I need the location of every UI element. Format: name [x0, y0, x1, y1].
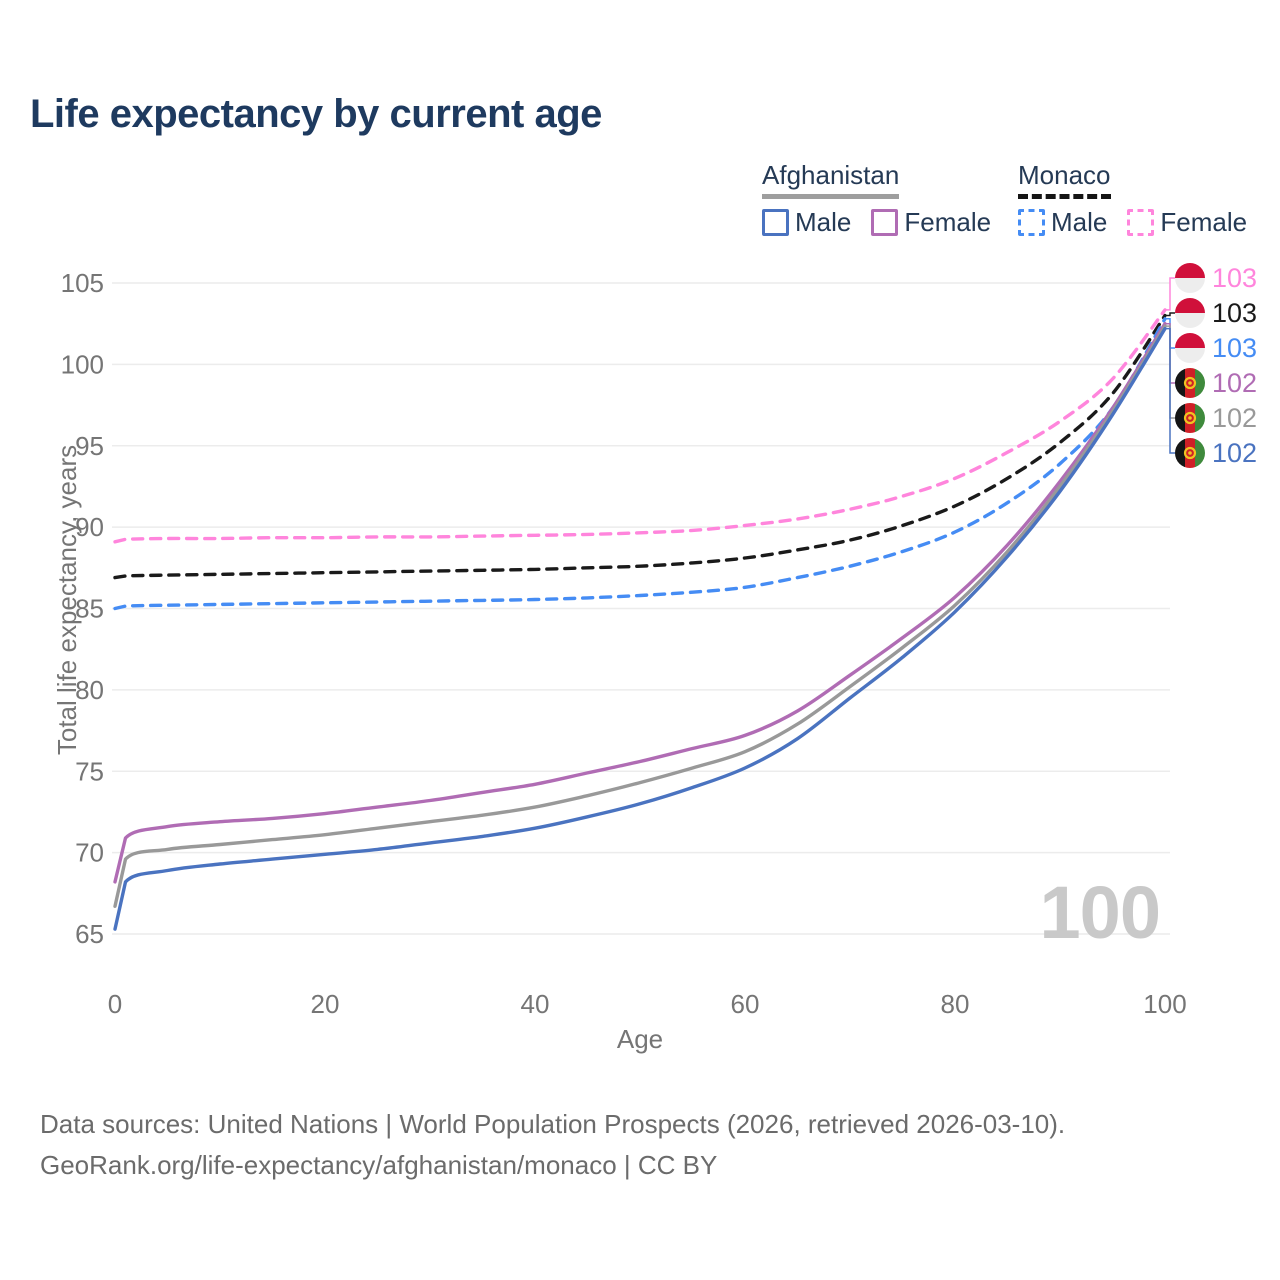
legend-monaco: Monaco Male Female: [1018, 160, 1267, 238]
legend-item-afghanistan-male[interactable]: Male: [762, 207, 851, 238]
y-tick-label-100: 100: [61, 349, 104, 379]
afghanistan-male-swatch-icon: [762, 209, 789, 236]
y-tick-label-75: 75: [75, 756, 104, 786]
end-label-connector-monaco-female: [1165, 277, 1175, 311]
monaco-flag-icon: [1175, 333, 1205, 363]
legend-afghanistan-heading: Afghanistan: [762, 160, 900, 199]
x-tick-label-40: 40: [521, 989, 550, 1019]
monaco-flag-icon: [1175, 298, 1205, 328]
footer-attribution: GeoRank.org/life-expectancy/afghanistan/…: [40, 1150, 718, 1180]
y-tick-label-70: 70: [75, 838, 104, 868]
afghanistan-flag-icon: [1175, 403, 1205, 433]
afghanistan-flag-icon: [1175, 438, 1205, 468]
x-tick-label-80: 80: [941, 989, 970, 1019]
legend-monaco-heading: Monaco: [1018, 160, 1111, 199]
end-value-label-monaco-male: 103: [1212, 333, 1257, 363]
monaco-male-swatch-icon: [1018, 209, 1045, 236]
end-value-label-monaco-total: 103: [1212, 298, 1257, 328]
series-line-afghanistan-total: [113, 324, 1167, 908]
legend-item-monaco-male[interactable]: Male: [1018, 207, 1107, 238]
series-line-afghanistan-female: [113, 322, 1167, 884]
page-title: Life expectancy by current age: [30, 92, 602, 136]
end-label-connector-afghanistan-male: [1165, 327, 1175, 454]
end-value-label-afghanistan-female: 102: [1212, 368, 1257, 398]
x-tick-label-100: 100: [1143, 989, 1186, 1019]
legend-afghanistan: Afghanistan Male Female: [762, 160, 1011, 238]
legend-item-monaco-female[interactable]: Female: [1127, 207, 1247, 238]
monaco-flag-icon: [1175, 263, 1205, 293]
series-line-monaco-female: [113, 308, 1167, 544]
afghanistan-female-swatch-icon: [871, 209, 899, 236]
age-watermark: 100: [1039, 871, 1161, 954]
y-tick-label-95: 95: [75, 431, 104, 461]
end-value-label-monaco-female: 103: [1212, 263, 1257, 293]
series-line-monaco-total: [113, 313, 1167, 580]
legend-label-monaco-male: Male: [1051, 207, 1108, 237]
footer-data-sources: Data sources: United Nations | World Pop…: [40, 1109, 1066, 1139]
end-label-connector-monaco-total: [1165, 312, 1175, 317]
y-tick-label-90: 90: [75, 512, 104, 542]
end-value-label-afghanistan-total: 102: [1212, 403, 1257, 433]
legend-label-monaco-female: Female: [1160, 207, 1248, 237]
legend-monaco-row: Male Female: [1018, 207, 1267, 238]
legend-label-afghanistan-male: Male: [795, 207, 852, 237]
y-tick-label-65: 65: [75, 919, 104, 949]
legend-item-afghanistan-female[interactable]: Female: [871, 207, 991, 238]
x-axis-title: Age: [616, 1024, 664, 1054]
y-tick-label-105: 105: [61, 268, 104, 298]
end-value-label-afghanistan-male: 102: [1212, 438, 1257, 468]
x-tick-label-60: 60: [731, 989, 760, 1019]
y-tick-label-85: 85: [75, 594, 104, 624]
y-axis-title: Total life expectancy, years: [52, 444, 82, 756]
series-line-monaco-male: [113, 317, 1167, 611]
x-tick-label-0: 0: [108, 989, 122, 1019]
afghanistan-flag-icon: [1175, 368, 1205, 398]
legend-afghanistan-row: Male Female: [762, 207, 1011, 238]
x-tick-label-20: 20: [311, 989, 340, 1019]
monaco-female-swatch-icon: [1127, 209, 1155, 236]
y-tick-label-80: 80: [75, 675, 104, 705]
series-line-afghanistan-male: [113, 326, 1167, 931]
footer: Data sources: United Nations | World Pop…: [40, 1104, 1065, 1186]
legend-label-afghanistan-female: Female: [904, 207, 992, 237]
